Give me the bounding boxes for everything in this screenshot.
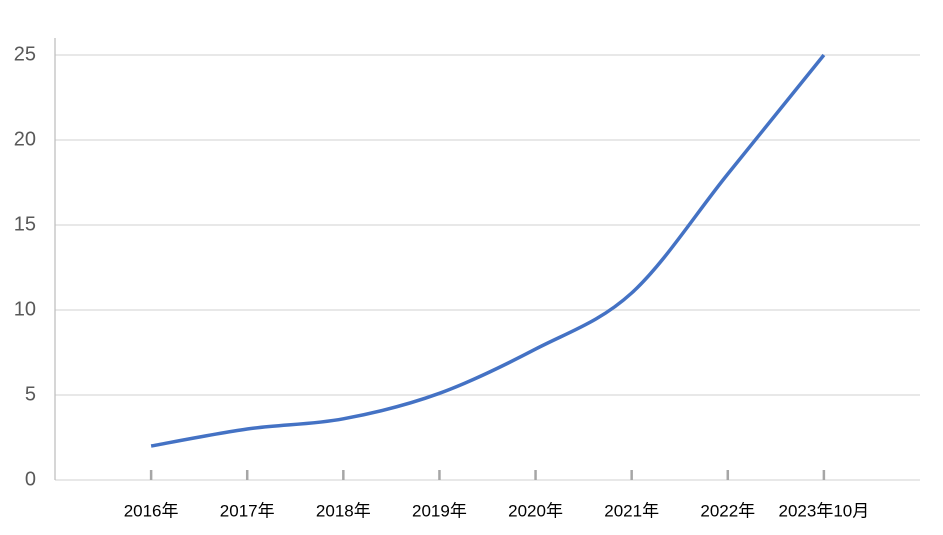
y-tick-label: 0 (25, 468, 36, 490)
x-tick-label: 2022年 (700, 501, 755, 520)
y-tick-label: 15 (14, 213, 36, 235)
x-tick-label: 2019年 (412, 501, 467, 520)
x-tick-label: 2018年 (316, 501, 371, 520)
y-tick-label: 25 (14, 43, 36, 65)
x-tick-label: 2020年 (508, 501, 563, 520)
x-tick-label: 2021年 (604, 501, 659, 520)
data-line (150, 53, 826, 448)
y-tick-label: 5 (25, 383, 36, 405)
x-tick-label: 2017年 (220, 501, 275, 520)
x-tick-label: 2023年10月 (779, 501, 870, 520)
y-tick-label: 10 (14, 298, 36, 320)
x-tick-label: 2016年 (124, 501, 179, 520)
y-tick-label: 20 (14, 128, 36, 150)
